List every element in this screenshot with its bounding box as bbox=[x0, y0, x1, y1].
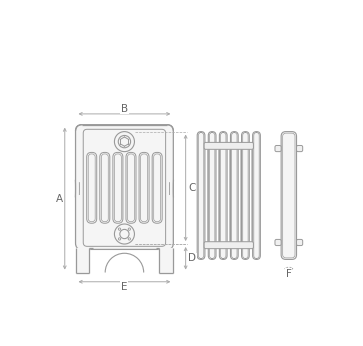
Text: D: D bbox=[188, 253, 196, 263]
Polygon shape bbox=[76, 248, 89, 273]
FancyBboxPatch shape bbox=[204, 143, 253, 149]
FancyBboxPatch shape bbox=[204, 242, 253, 249]
FancyBboxPatch shape bbox=[297, 145, 303, 152]
FancyBboxPatch shape bbox=[76, 125, 174, 249]
Text: F: F bbox=[286, 269, 292, 279]
FancyBboxPatch shape bbox=[275, 145, 281, 152]
FancyBboxPatch shape bbox=[208, 131, 216, 260]
FancyBboxPatch shape bbox=[281, 131, 297, 260]
Text: A: A bbox=[56, 194, 63, 203]
FancyBboxPatch shape bbox=[231, 131, 238, 260]
FancyBboxPatch shape bbox=[253, 131, 260, 260]
FancyBboxPatch shape bbox=[219, 131, 227, 260]
Text: C: C bbox=[188, 183, 196, 193]
Polygon shape bbox=[159, 248, 174, 273]
Text: E: E bbox=[121, 282, 128, 292]
FancyBboxPatch shape bbox=[275, 239, 281, 246]
FancyBboxPatch shape bbox=[241, 131, 249, 260]
Text: B: B bbox=[121, 103, 128, 113]
FancyBboxPatch shape bbox=[297, 239, 303, 246]
FancyBboxPatch shape bbox=[197, 131, 205, 260]
